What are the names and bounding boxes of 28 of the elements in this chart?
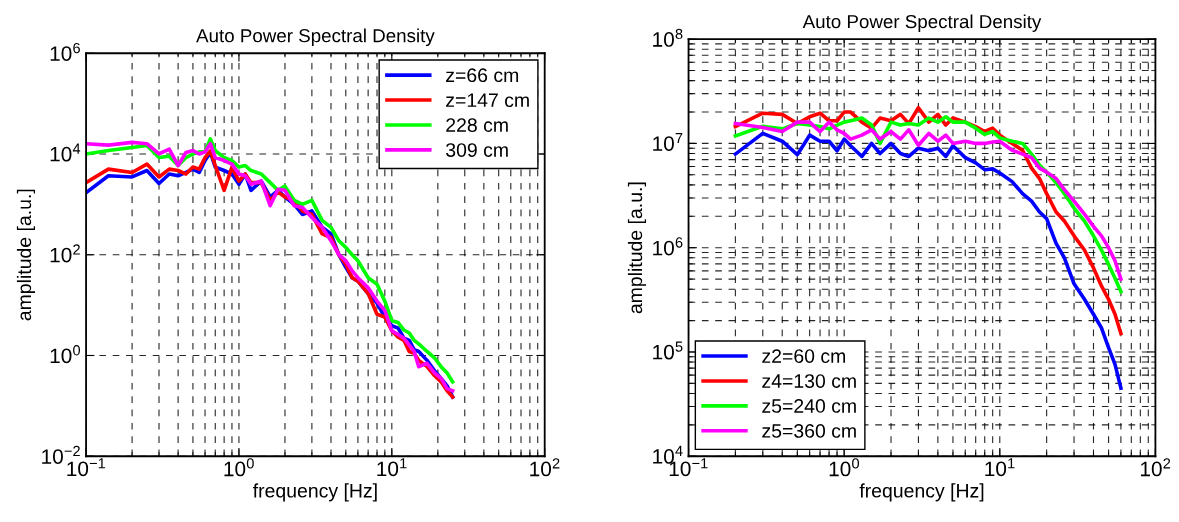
legend-label: z5=240 cm bbox=[762, 399, 856, 413]
x-tick-label: 10$^{1}$ bbox=[985, 458, 1015, 477]
y-tick-label: 10$^{2}$ bbox=[50, 244, 80, 263]
y-tick-label: 10$^{0}$ bbox=[50, 345, 81, 364]
x-tick-label: 10$^{2}$ bbox=[1140, 458, 1171, 477]
legend-label: z=66 cm bbox=[446, 68, 519, 83]
legend-label: z5=360 cm bbox=[762, 424, 856, 438]
chart-title: Auto Power Spectral Density bbox=[196, 28, 435, 47]
y-axis-title: amplitude [a.u.] bbox=[627, 182, 647, 314]
chart-title: Auto Power Spectral Density bbox=[802, 14, 1042, 32]
legend-label: z4=130 cm bbox=[762, 374, 856, 388]
legend-label: z2=60 cm bbox=[762, 349, 846, 364]
y-tick-label: 10$^{8}$ bbox=[653, 28, 683, 47]
x-tick-label: 10$^{0}$ bbox=[829, 458, 860, 477]
x-tick-label: 10$^{2}$ bbox=[530, 458, 560, 477]
x-axis-title: frequency [Hz] bbox=[252, 483, 377, 502]
x-tick-label: 10$^{1}$ bbox=[377, 458, 407, 477]
legend-label: z=147 cm bbox=[446, 93, 529, 108]
legend-label: 228 cm bbox=[446, 118, 508, 132]
y-tick-label: 10$^{7}$ bbox=[653, 133, 683, 151]
y-tick-label: 10$^{6}$ bbox=[653, 237, 683, 256]
x-tick-label: 10$^{0}$ bbox=[224, 458, 254, 477]
x-axis-title: frequency [Hz] bbox=[859, 483, 984, 502]
y-tick-label: 10$^{5}$ bbox=[653, 341, 683, 360]
y-tick-label: 10$^{4}$ bbox=[50, 143, 81, 162]
y-axis-title: amplitude [a.u.] bbox=[16, 189, 36, 321]
y-tick-label: 10$^{6}$ bbox=[50, 42, 80, 61]
legend-label: 309 cm bbox=[446, 143, 508, 157]
